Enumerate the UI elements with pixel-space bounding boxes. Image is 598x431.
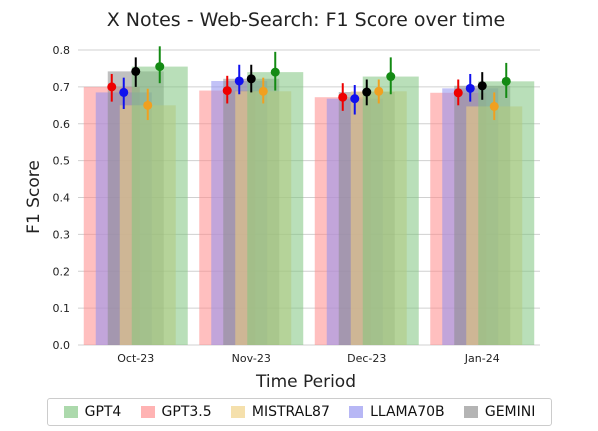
- y-tick-label: 0.6: [53, 118, 71, 131]
- x-tick-label: Nov-23: [232, 352, 271, 365]
- chart-title: X Notes - Web-Search: F1 Score over time: [107, 9, 506, 31]
- legend-label: MISTRAL87: [251, 404, 330, 420]
- point-llama70b-dec-23: [350, 94, 360, 104]
- point-gpt4-jan-24: [501, 76, 511, 86]
- legend-swatch: [63, 406, 78, 418]
- legend-swatch: [230, 406, 245, 418]
- legend-item-gpt35: GPT3.5: [140, 404, 212, 420]
- bar-gpt4-oct-23: [131, 66, 188, 345]
- point-gpt4-nov-23: [270, 67, 280, 77]
- x-axis-label: Time Period: [255, 372, 356, 392]
- legend-label: LLAMA70B: [370, 404, 445, 420]
- bar-gpt4-dec-23: [362, 76, 419, 346]
- point-gpt35-dec-23: [338, 92, 348, 102]
- y-tick-label: 0.1: [53, 302, 71, 315]
- chart-legend: GPT4 GPT3.5 MISTRAL87 LLAMA70B GEMINI: [47, 398, 552, 426]
- x-tick-labels: Oct-23 Nov-23 Dec-23 Jan-24: [117, 352, 499, 365]
- point-llama70b-jan-24: [465, 83, 475, 93]
- x-tick-label: Dec-23: [347, 352, 386, 365]
- legend-item-gemini: GEMINI: [463, 404, 536, 420]
- error-bars: [107, 46, 511, 121]
- bar-gpt4-jan-24: [478, 81, 535, 345]
- point-mistral87-jan-24: [489, 101, 499, 111]
- point-gemini-jan-24: [477, 81, 487, 91]
- point-llama70b-oct-23: [119, 87, 129, 97]
- legend-swatch: [140, 406, 155, 418]
- point-gemini-nov-23: [246, 74, 256, 84]
- point-gemini-dec-23: [362, 87, 372, 97]
- legend-label: GPT3.5: [161, 404, 212, 420]
- legend-item-mistral87: MISTRAL87: [230, 404, 330, 420]
- point-mistral87-oct-23: [143, 100, 153, 110]
- legend-swatch: [349, 406, 364, 418]
- y-tick-label: 0.5: [53, 155, 71, 168]
- legend-label: GEMINI: [484, 404, 536, 420]
- legend-swatch: [463, 406, 478, 418]
- point-gpt35-jan-24: [453, 88, 463, 98]
- bars: [83, 66, 535, 346]
- bar-gpt4-nov-23: [247, 72, 304, 345]
- x-tick-label: Jan-24: [464, 352, 500, 365]
- point-gpt35-nov-23: [222, 86, 232, 96]
- legend-label: GPT4: [84, 404, 122, 420]
- y-tick-labels: 0.0 0.1 0.2 0.3 0.4 0.5 0.6 0.7 0.8: [53, 44, 71, 352]
- y-tick-label: 0.3: [53, 228, 71, 241]
- point-gemini-oct-23: [131, 66, 141, 76]
- y-tick-label: 0.4: [53, 192, 71, 205]
- point-gpt35-oct-23: [107, 82, 117, 92]
- point-gpt4-oct-23: [155, 62, 165, 72]
- x-tick-label: Oct-23: [117, 352, 154, 365]
- point-gpt4-dec-23: [386, 72, 396, 82]
- y-tick-label: 0.7: [53, 81, 71, 94]
- y-tick-label: 0.8: [53, 44, 71, 57]
- point-llama70b-nov-23: [234, 76, 244, 86]
- y-tick-label: 0.2: [53, 265, 71, 278]
- y-tick-label: 0.0: [53, 339, 71, 352]
- y-axis-label: F1 Score: [24, 160, 44, 234]
- legend-item-llama70b: LLAMA70B: [349, 404, 445, 420]
- point-mistral87-nov-23: [258, 86, 268, 96]
- legend-item-gpt4: GPT4: [63, 404, 122, 420]
- point-mistral87-dec-23: [374, 86, 384, 96]
